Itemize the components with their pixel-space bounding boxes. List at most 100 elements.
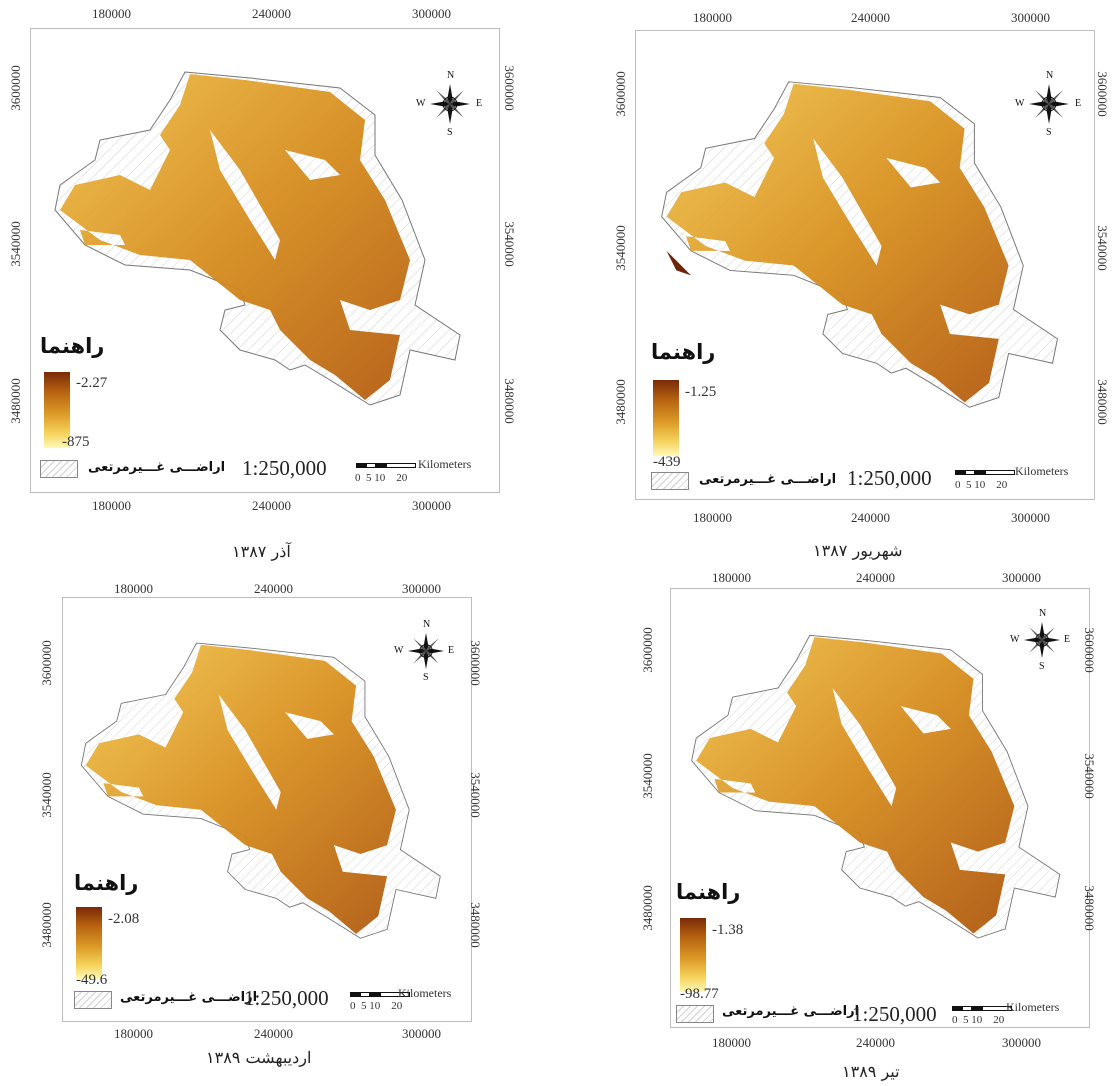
x-tick-bottom: 180000 bbox=[693, 510, 732, 525]
compass-s: S bbox=[423, 672, 429, 683]
legend-max: -1.38 bbox=[712, 922, 744, 938]
y-tick-left: 3540000 bbox=[612, 225, 628, 271]
scale-bar-labels: 0 5 10 20 bbox=[952, 1014, 1005, 1026]
legend-title: راهنما bbox=[651, 340, 716, 364]
x-tick-bottom: 180000 bbox=[92, 498, 131, 513]
scale-bar-labels: 0 5 10 20 bbox=[355, 472, 408, 484]
north-arrow-compass-icon bbox=[430, 84, 470, 124]
non-rangeland-swatch bbox=[676, 1005, 714, 1023]
compass-e: E bbox=[448, 645, 455, 656]
compass-n: N bbox=[447, 70, 455, 81]
non-rangeland-label: اراضـــی غـــیرمرتعی bbox=[699, 472, 837, 487]
legend-title: راهنما bbox=[676, 880, 741, 904]
legend-min: -98.77 bbox=[680, 986, 719, 1002]
scale-bar-units: Kilometers bbox=[1015, 464, 1069, 478]
map-panel-azar-1387: 180000 240000 300000 3600000 3540000 348… bbox=[0, 0, 520, 570]
y-tick-left: 3540000 bbox=[7, 221, 23, 267]
map-panel-tir-1389: 180000 240000 300000 3600000 3540000 348… bbox=[630, 568, 1112, 1086]
y-tick-right: 3480000 bbox=[501, 378, 517, 424]
compass-e: E bbox=[476, 98, 483, 109]
map-scale: 1:250,000 bbox=[847, 466, 932, 490]
compass-s: S bbox=[1046, 127, 1052, 138]
x-tick-top: 180000 bbox=[92, 6, 131, 21]
legend-max: -2.08 bbox=[108, 911, 140, 927]
scale-bar-labels: 0 5 10 20 bbox=[350, 1000, 403, 1012]
y-tick-right: 3540000 bbox=[1094, 225, 1110, 271]
y-tick-left: 3540000 bbox=[38, 772, 54, 818]
north-arrow-compass-icon bbox=[1023, 621, 1061, 659]
non-rangeland-swatch bbox=[74, 991, 112, 1009]
map-panel-ordibehesht-1389: 180000 240000 300000 3600000 3540000 348… bbox=[20, 575, 500, 1086]
legend-title: راهنما bbox=[74, 871, 139, 895]
y-tick-right: 3540000 bbox=[1081, 753, 1097, 799]
scale-bar-labels: 0 5 10 20 bbox=[955, 479, 1008, 491]
x-tick-top: 300000 bbox=[402, 581, 441, 596]
y-tick-left: 3600000 bbox=[38, 640, 54, 686]
rangeland-map bbox=[691, 634, 1061, 939]
x-tick-bottom: 180000 bbox=[712, 1035, 751, 1050]
compass-e: E bbox=[1064, 634, 1071, 645]
y-tick-right: 3480000 bbox=[1094, 379, 1110, 425]
north-arrow-compass-icon bbox=[1029, 84, 1069, 124]
y-tick-right: 3600000 bbox=[1081, 627, 1097, 673]
legend-min: -439 bbox=[653, 454, 681, 470]
map-caption: شهریور ۱۳۸۷ bbox=[813, 541, 903, 560]
x-tick-bottom: 300000 bbox=[412, 498, 451, 513]
y-tick-left: 3480000 bbox=[7, 378, 23, 424]
rangeland-map bbox=[80, 642, 441, 939]
scale-bar-units: Kilometers bbox=[398, 986, 452, 1000]
y-tick-left: 3480000 bbox=[612, 379, 628, 425]
y-tick-right: 3600000 bbox=[501, 65, 517, 111]
scale-bar bbox=[350, 992, 410, 997]
x-tick-top: 240000 bbox=[254, 581, 293, 596]
y-tick-left: 3600000 bbox=[7, 65, 23, 111]
y-tick-right: 3540000 bbox=[501, 221, 517, 267]
compass-s: S bbox=[447, 127, 453, 138]
legend-min: -875 bbox=[62, 434, 90, 450]
legend-color-ramp bbox=[76, 907, 102, 979]
x-tick-bottom: 300000 bbox=[1002, 1035, 1041, 1050]
non-rangeland-label: اراضـــی غـــیرمرتعی bbox=[722, 1004, 860, 1019]
x-tick-bottom: 240000 bbox=[851, 510, 890, 525]
compass-w: W bbox=[394, 645, 404, 656]
compass-e: E bbox=[1075, 98, 1082, 109]
y-tick-left: 3540000 bbox=[639, 753, 655, 799]
legend-max: -2.27 bbox=[76, 375, 108, 391]
x-tick-top: 240000 bbox=[856, 570, 895, 585]
map-caption: تیر ۱۳۸۹ bbox=[842, 1062, 900, 1081]
x-tick-top: 180000 bbox=[712, 570, 751, 585]
x-tick-bottom: 300000 bbox=[1011, 510, 1050, 525]
compass-w: W bbox=[416, 98, 426, 109]
rangeland-map bbox=[54, 71, 461, 406]
x-tick-top: 300000 bbox=[412, 6, 451, 21]
non-rangeland-swatch bbox=[40, 460, 78, 478]
map-scale: 1:250,000 bbox=[244, 986, 329, 1010]
x-tick-top: 180000 bbox=[114, 581, 153, 596]
rangeland-map bbox=[661, 81, 1058, 408]
y-tick-left: 3600000 bbox=[612, 71, 628, 117]
compass-n: N bbox=[1046, 70, 1054, 81]
compass-w: W bbox=[1015, 98, 1025, 109]
scale-bar bbox=[356, 463, 416, 468]
map-panel-shahrivar-1387: 180000 240000 300000 3600000 3540000 348… bbox=[595, 0, 1112, 570]
x-tick-bottom: 180000 bbox=[114, 1026, 153, 1041]
x-tick-top: 240000 bbox=[252, 6, 291, 21]
y-tick-right: 3480000 bbox=[1081, 885, 1097, 931]
map-scale: 1:250,000 bbox=[242, 456, 327, 480]
scale-bar-units: Kilometers bbox=[1006, 1000, 1060, 1014]
scale-bar-units: Kilometers bbox=[418, 457, 472, 471]
x-tick-bottom: 240000 bbox=[252, 498, 291, 513]
map-caption: آذر ۱۳۸۷ bbox=[232, 542, 291, 561]
x-tick-bottom: 300000 bbox=[402, 1026, 441, 1041]
x-tick-top: 300000 bbox=[1002, 570, 1041, 585]
x-tick-bottom: 240000 bbox=[254, 1026, 293, 1041]
non-rangeland-swatch bbox=[651, 472, 689, 490]
compass-n: N bbox=[1039, 608, 1047, 619]
legend-color-ramp bbox=[44, 372, 70, 448]
non-rangeland-label: اراضـــی غـــیرمرتعی bbox=[120, 990, 258, 1005]
legend-max: -1.25 bbox=[685, 384, 717, 400]
y-tick-right: 3540000 bbox=[467, 772, 483, 818]
y-tick-right: 3600000 bbox=[1094, 71, 1110, 117]
x-tick-top: 180000 bbox=[693, 10, 732, 25]
map-scale: 1:250,000 bbox=[852, 1002, 937, 1026]
